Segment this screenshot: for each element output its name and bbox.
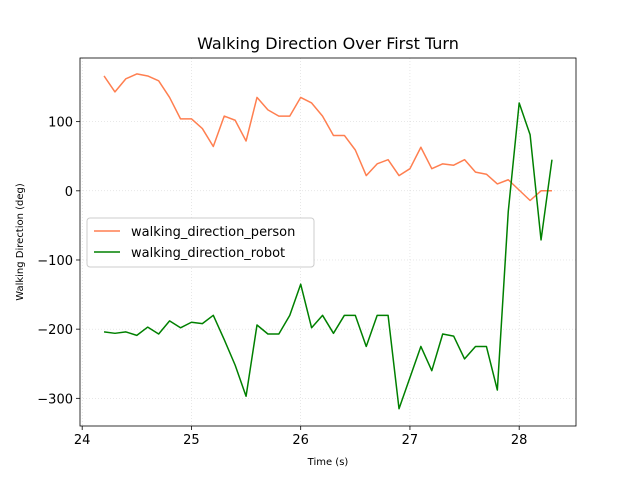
x-axis-ticks: 24 25 26 27 28 (74, 426, 528, 448)
chart-title: Walking Direction Over First Turn (197, 34, 459, 53)
legend-label-robot: walking_direction_robot (131, 246, 285, 261)
x-tick-label: 24 (74, 433, 91, 448)
y-tick-label: −100 (37, 254, 73, 269)
legend-box (86, 217, 315, 268)
person-series-line (103, 73, 552, 202)
x-tick-label: 25 (183, 433, 200, 448)
series-layer (103, 73, 553, 410)
y-axis-ticks: −300 −200 −100 0 100 (37, 116, 80, 407)
x-tick-label: 27 (402, 433, 419, 448)
x-tick-label: 26 (292, 433, 309, 448)
x-tick-label: 28 (511, 433, 528, 448)
y-tick-label: 0 (65, 185, 73, 200)
y-axis-label: Walking Direction (deg) (15, 183, 26, 301)
y-tick-label: 100 (48, 116, 73, 131)
robot-series-line (103, 102, 553, 410)
y-tick-label: −300 (37, 392, 73, 407)
y-tick-label: −200 (37, 323, 73, 338)
legend-label-person: walking_direction_person (131, 225, 295, 240)
x-axis-label: Time (s) (307, 457, 349, 468)
legend: walking_direction_person walking_directi… (86, 217, 315, 268)
plot-frame (79, 57, 577, 427)
